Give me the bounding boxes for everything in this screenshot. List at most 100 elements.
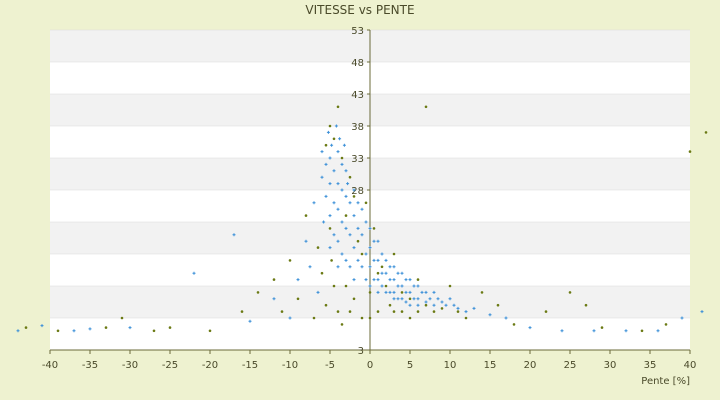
- data-point: [376, 239, 380, 243]
- data-point: [368, 316, 372, 320]
- data-point: [16, 329, 20, 333]
- data-point: [412, 284, 416, 288]
- y-axis: 3 28 33 38 43 48 53: [351, 26, 371, 357]
- x-tick-label: 40: [684, 360, 697, 371]
- data-point: [334, 124, 338, 128]
- data-point: [436, 297, 440, 301]
- data-point: [344, 226, 348, 230]
- data-point: [328, 156, 332, 160]
- data-point: [296, 278, 300, 282]
- data-point: [344, 214, 348, 217]
- data-point: [192, 271, 196, 275]
- data-point: [408, 278, 412, 282]
- data-point: [320, 271, 324, 275]
- data-point: [384, 258, 388, 262]
- data-point: [312, 201, 316, 205]
- data-point: [336, 265, 340, 269]
- data-point: [322, 220, 326, 224]
- data-point: [348, 265, 352, 269]
- data-point: [208, 329, 212, 333]
- x-axis-label: Pente [%]: [641, 376, 690, 387]
- data-point: [272, 278, 276, 281]
- x-tick-label: -20: [202, 360, 218, 371]
- data-point: [360, 233, 364, 237]
- data-point: [352, 214, 356, 218]
- data-point: [24, 326, 28, 329]
- x-axis: -40 -35 -30 -25 -20 -15 -10 -5 0 5 10 15 20 25 30 35 40: [42, 349, 697, 371]
- data-point: [472, 306, 476, 310]
- data-point: [384, 290, 388, 294]
- data-point: [330, 259, 333, 262]
- data-point: [56, 329, 60, 333]
- data-point: [346, 182, 350, 186]
- data-point: [392, 278, 396, 282]
- data-point: [432, 310, 436, 313]
- x-tick-label: 5: [407, 360, 413, 371]
- x-tick-label: 15: [484, 360, 497, 371]
- data-point: [352, 188, 356, 192]
- data-point: [340, 162, 344, 166]
- data-point: [364, 252, 368, 256]
- x-tick-label: 0: [367, 360, 373, 371]
- data-point: [328, 182, 332, 186]
- data-point: [424, 300, 428, 304]
- data-point: [312, 316, 316, 320]
- data-point: [348, 175, 352, 179]
- data-point: [320, 150, 324, 154]
- chart-title: VITESSE vs PENTE: [305, 3, 414, 17]
- data-point: [368, 226, 372, 230]
- data-point: [308, 265, 312, 269]
- data-point: [168, 326, 172, 329]
- data-point: [248, 319, 252, 323]
- data-point: [340, 220, 344, 224]
- data-point: [360, 265, 364, 269]
- data-point: [704, 131, 708, 134]
- data-point: [364, 201, 368, 205]
- data-point: [624, 329, 628, 333]
- data-point: [424, 105, 428, 109]
- data-point: [568, 291, 572, 294]
- data-point: [356, 226, 360, 230]
- x-tick-label: 10: [444, 360, 457, 371]
- data-point: [408, 290, 412, 294]
- data-point: [360, 316, 364, 320]
- data-point: [464, 310, 468, 314]
- data-point: [368, 265, 372, 269]
- data-point: [336, 207, 340, 211]
- y-tick-label: 48: [351, 58, 364, 69]
- data-point: [272, 297, 276, 301]
- data-point: [404, 290, 408, 294]
- data-point: [380, 252, 384, 256]
- data-point: [368, 284, 372, 288]
- data-point: [452, 303, 456, 307]
- data-point: [456, 306, 460, 310]
- data-point: [356, 201, 360, 205]
- data-point: [464, 316, 468, 320]
- data-point: [376, 278, 380, 282]
- data-point: [380, 265, 384, 269]
- data-point: [104, 326, 108, 329]
- data-point: [344, 194, 348, 198]
- data-point: [340, 156, 344, 160]
- data-point: [348, 310, 352, 313]
- data-point: [324, 303, 328, 307]
- data-point: [372, 227, 376, 230]
- data-point: [392, 252, 396, 256]
- data-point: [336, 182, 340, 186]
- data-point: [416, 278, 420, 281]
- data-point: [88, 327, 92, 331]
- data-point: [348, 201, 352, 205]
- data-point: [316, 290, 320, 294]
- data-point: [408, 297, 412, 301]
- data-point: [352, 297, 356, 301]
- data-point: [324, 162, 328, 166]
- data-point: [416, 297, 420, 301]
- data-point: [388, 290, 392, 294]
- data-point: [340, 252, 344, 256]
- data-point: [560, 329, 564, 333]
- data-point: [288, 259, 292, 262]
- data-point: [404, 278, 408, 282]
- data-point: [456, 310, 460, 313]
- data-point: [400, 271, 404, 275]
